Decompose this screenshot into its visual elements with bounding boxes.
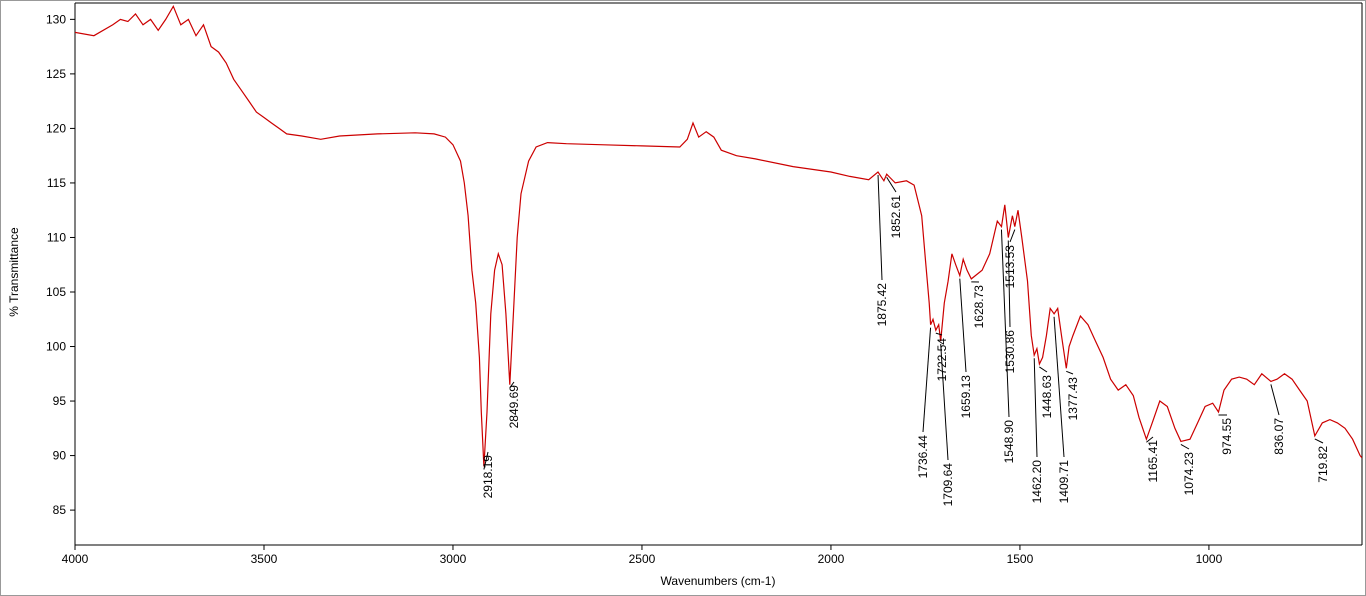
x-tick-label: 3500 (251, 552, 278, 566)
y-tick-label: 130 (46, 12, 66, 26)
plot-area (75, 4, 1362, 467)
peak-leader (1009, 229, 1016, 243)
peak-label: 1448.63 (1040, 375, 1054, 419)
peak-label: 1548.90 (1002, 420, 1016, 464)
peak-label: 1736.44 (916, 435, 930, 479)
x-tick-label: 2500 (629, 552, 656, 566)
y-tick-label: 120 (46, 121, 66, 135)
x-tick-label: 4000 (62, 552, 89, 566)
y-tick-label: 110 (47, 230, 66, 244)
y-axis-title: % Transmittance (7, 227, 21, 317)
x-tick-label: 2000 (818, 552, 845, 566)
peak-leader (959, 278, 967, 373)
peak-label: 836.07 (1272, 418, 1286, 455)
peak-leader (1053, 316, 1065, 458)
peak-label: 974.55 (1220, 418, 1234, 455)
y-tick-label: 100 (46, 340, 66, 354)
peak-label: 1462.20 (1030, 460, 1044, 504)
peak-leader (940, 344, 949, 461)
peak-label: 1165.41 (1146, 440, 1160, 483)
x-axis-title: Wavenumbers (cm-1) (661, 574, 776, 588)
peak-leader (886, 176, 897, 193)
y-tick-label: 95 (53, 394, 67, 408)
peak-label: 1709.64 (941, 463, 955, 507)
y-tick-label: 90 (53, 449, 67, 463)
peak-label: 1074.23 (1182, 452, 1196, 496)
x-tick-label: 3000 (440, 552, 467, 566)
x-tick-label: 1500 (1007, 552, 1034, 566)
peak-leader (1033, 358, 1038, 458)
peak-leader (935, 332, 943, 336)
peak-label: 1628.73 (972, 285, 986, 329)
peak-label: 1875.42 (875, 283, 889, 327)
spectrum-line (75, 4, 1362, 467)
y-tick-label: 105 (46, 285, 66, 299)
peak-leader (1039, 366, 1048, 373)
peak-label: 2918.19 (481, 455, 495, 499)
peak-label: 1513.53 (1003, 245, 1017, 289)
peak-label: 2849.69 (507, 385, 521, 429)
y-tick-label: 85 (53, 503, 67, 517)
peak-label: 1409.71 (1057, 460, 1071, 504)
peak-label: 1659.13 (959, 375, 973, 419)
peak-label: 1377.43 (1066, 377, 1080, 421)
peak-leader (922, 327, 932, 433)
peak-label: 1530.86 (1003, 330, 1017, 374)
peak-leader (1146, 436, 1154, 443)
peak-leader (1314, 438, 1324, 444)
peak-label: 1852.61 (889, 195, 903, 239)
peak-leader (1270, 384, 1280, 416)
peak-leader (1000, 229, 1010, 418)
peak-leader (1007, 240, 1011, 328)
peak-leader (1066, 370, 1074, 375)
peak-leader (509, 381, 515, 388)
peak-leader (1180, 443, 1190, 450)
y-tick-label: 115 (47, 176, 66, 190)
peak-leader (483, 451, 489, 470)
peak-label: 719.82 (1316, 446, 1330, 483)
x-tick-label: 1000 (1196, 552, 1223, 566)
peak-leader (877, 175, 883, 281)
y-tick-label: 125 (46, 67, 66, 81)
